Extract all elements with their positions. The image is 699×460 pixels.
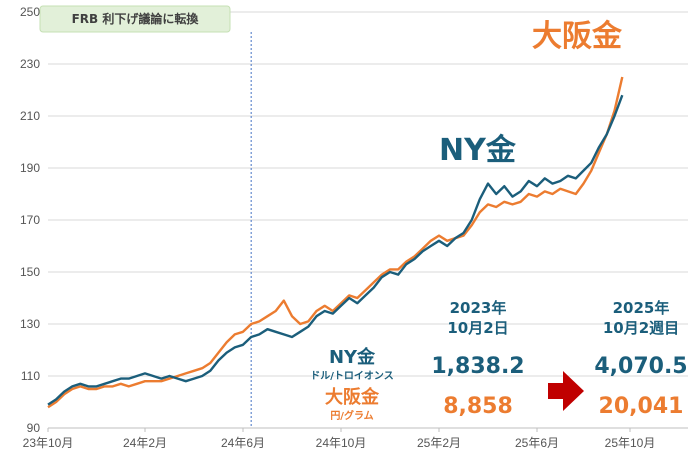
x-tick-label: 24年2月 (123, 436, 167, 450)
y-tick-label: 230 (20, 57, 40, 71)
osaka-label: 大阪金 (325, 386, 380, 408)
col2-header-line1: 2025年 (613, 299, 670, 317)
right-arrow-icon (548, 371, 584, 411)
osaka-unit: 円/グラム (330, 409, 373, 422)
ny-label: NY金 (329, 346, 376, 368)
x-tick-label: 25年10月 (605, 436, 656, 450)
series-line-ny (47, 94, 624, 406)
y-tick-label: 90 (27, 421, 41, 435)
y-tick-label: 170 (20, 213, 40, 227)
y-tick-label: 190 (20, 161, 40, 175)
col1-header-line2: 10月2日 (447, 319, 508, 337)
x-axis-ticks: 23年10月 24年2月 24年6月 24年10月 25年2月 25年6月 25年10月 (23, 428, 656, 450)
y-tick-label: 210 (20, 109, 40, 123)
annotation-label: FRB 利下げ議論に転換 (72, 11, 200, 26)
osaka-value-2023: 8,858 (443, 394, 513, 419)
col2-header-line2: 10月2週目 (603, 319, 679, 337)
ny-value-2023: 1,838.2 (431, 354, 524, 379)
x-tick-label: 24年10月 (316, 436, 367, 450)
y-tick-label: 150 (20, 265, 40, 279)
ny-unit: ドル/トロイオンス (310, 370, 393, 382)
series-line-osaka (47, 76, 624, 409)
x-tick-label: 25年6月 (515, 436, 559, 450)
x-tick-label: 23年10月 (23, 436, 74, 450)
annotation-box (39, 5, 231, 33)
y-tick-label: 110 (21, 369, 40, 383)
y-tick-label: 130 (20, 317, 40, 331)
ny-value-2025: 4,070.5 (594, 354, 687, 379)
x-tick-label: 24年6月 (221, 436, 265, 450)
x-tick-label: 25年2月 (417, 436, 461, 450)
osaka-series-label: 大阪金 (532, 19, 623, 54)
y-tick-label: 250 (20, 5, 40, 19)
series-lines (47, 76, 624, 409)
ny-series-label: NY金 (439, 133, 517, 168)
info-panel: 2023年 10月2日 2025年 10月2週目 NY金 ドル/トロイオンス 1… (310, 299, 687, 422)
osaka-value-2025: 20,041 (599, 394, 684, 419)
y-axis-ticks: 90 110 130 150 170 190 210 230 250 (20, 5, 40, 435)
col1-header-line1: 2023年 (450, 299, 507, 317)
annotation: FRB 利下げ議論に転換 (39, 5, 252, 428)
